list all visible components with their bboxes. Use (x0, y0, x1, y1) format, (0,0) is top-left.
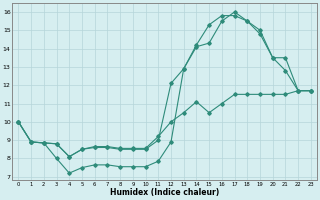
X-axis label: Humidex (Indice chaleur): Humidex (Indice chaleur) (110, 188, 219, 197)
